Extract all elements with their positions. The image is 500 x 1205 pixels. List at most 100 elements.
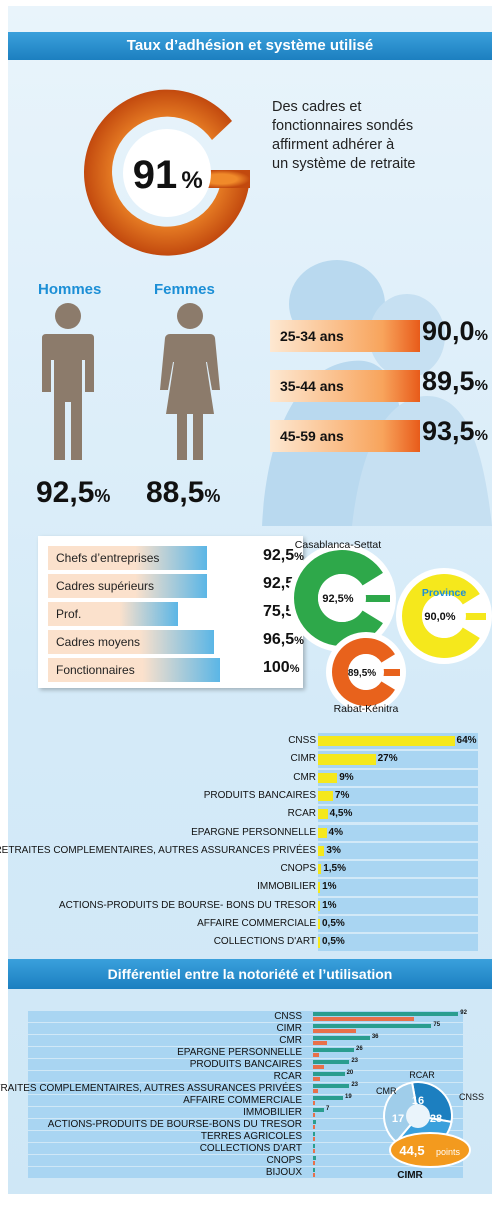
gap-pie-suffix: points <box>436 1147 461 1157</box>
differential-row-background <box>28 1059 463 1070</box>
differential-bar-usage <box>313 1101 315 1105</box>
differential-label: CNOPS <box>266 1155 302 1166</box>
differential-bar-usage <box>313 1065 325 1069</box>
system-row-background <box>318 806 478 823</box>
system-value-label: 0,5% <box>322 918 345 929</box>
differential-bar-usage <box>313 1125 315 1129</box>
profession-value: 100% <box>263 659 299 677</box>
profession-label: Chefs d’entreprises <box>48 546 207 570</box>
big-value: 91 <box>133 153 178 197</box>
region-label: Province <box>422 587 467 599</box>
infographic: Taux d’adhésion et système utilisé 91 % … <box>0 6 492 1194</box>
women-value-unit: % <box>204 486 221 506</box>
age-value-unit: % <box>474 377 488 394</box>
age-row-label: 35-44 ans <box>270 370 420 402</box>
system-row-background <box>318 769 478 786</box>
profession-label: Fonctionnaires <box>48 658 220 682</box>
system-bar <box>318 809 328 820</box>
differential-row-background <box>28 1035 463 1046</box>
gap-pie-hole <box>406 1104 430 1128</box>
differential-row-background <box>28 1167 463 1178</box>
differential-row-background <box>28 1071 463 1082</box>
women-value: 88,5% <box>146 476 220 510</box>
differential-bar-awareness <box>313 1024 432 1028</box>
system-value-label: 1% <box>322 899 337 911</box>
profession-label: Cadres supérieurs <box>48 574 207 598</box>
gap-pie-value: 16 <box>412 1095 424 1107</box>
system-row-background <box>318 787 478 805</box>
profession-value-number: 92,5 <box>263 547 295 564</box>
differential-label: RETRAITES COMPLEMENTAIRES, AUTRES ASSURA… <box>0 1083 302 1094</box>
differential-bar-awareness <box>313 1132 315 1136</box>
profession-value-number: 75,5 <box>263 603 295 620</box>
differential-bar-awareness <box>313 1096 343 1100</box>
system-bar <box>318 772 338 783</box>
region-ring-center <box>348 654 384 690</box>
age-value-unit: % <box>474 327 488 344</box>
differential-row-background <box>28 1131 463 1142</box>
intro-line: Des cadres et <box>272 99 362 115</box>
age-row-label: 45-59 ans <box>270 420 420 452</box>
regions-chart: 92,5% Casablanca-Settat 90,0% Province 89,5%… <box>288 539 492 714</box>
system-row-background <box>318 897 478 914</box>
profession-value: 92,5% <box>263 547 304 565</box>
system-value-label: 1% <box>322 881 337 893</box>
differential-row-background <box>28 1107 463 1118</box>
system-value-label: 1,5% <box>323 863 346 875</box>
differential-value-label: 75 <box>433 1022 441 1028</box>
region-value: 90,0% <box>424 611 455 623</box>
system-bar <box>318 845 325 857</box>
profession-value-unit: % <box>294 635 304 647</box>
differential-label: COLLECTIONS D'ART <box>199 1143 302 1154</box>
differential-value-label: 20 <box>346 1070 354 1076</box>
profession-label: Prof. Lib/Commerçants <box>48 602 178 645</box>
profession-value-unit: % <box>294 551 304 563</box>
differential-row-background <box>28 1083 463 1094</box>
system-label: RETRAITES COMPLEMENTAIRES, AUTRES ASSURA… <box>0 844 316 856</box>
region-ring-bar <box>452 613 486 620</box>
age-value-number: 90,0 <box>422 316 475 346</box>
system-value-label: 3% <box>326 844 341 856</box>
differential-label: CNSS <box>274 1011 302 1022</box>
gap-pie-slice <box>383 1081 420 1144</box>
adhesion-ring: 91 % <box>84 89 251 256</box>
gender-label-women: Femmes <box>154 281 215 298</box>
differential-value-label: 23 <box>351 1082 358 1088</box>
age-row-label: 25-34 ans <box>270 320 420 352</box>
differential-row-background <box>28 1095 463 1106</box>
system-bar <box>318 827 327 838</box>
differential-bar-usage <box>313 1113 315 1117</box>
men-value-number: 92,5 <box>36 476 95 509</box>
gap-pie-value: 17 <box>392 1113 404 1125</box>
region-ring <box>332 638 395 706</box>
gap-pie-label: RCAR <box>409 1070 435 1080</box>
age-row-value: 93,5% <box>422 416 488 447</box>
differential-row-background <box>28 1011 463 1022</box>
region-value: 89,5% <box>348 668 376 679</box>
differential-bar-awareness <box>313 1156 317 1160</box>
professions-panel: Chefs d’entreprises 92,5% Cadres supérieur… <box>38 536 304 688</box>
gap-pie-label: CIMR <box>397 1170 423 1181</box>
differential-row-background <box>28 1047 463 1058</box>
differential-bar-usage <box>313 1161 316 1165</box>
region-ring-center <box>318 574 366 622</box>
system-bar <box>318 736 455 747</box>
system-bar <box>318 919 320 930</box>
intro-text: Des cadres et fonctionnaires sondés affi… <box>272 98 415 174</box>
differential-value-label: 23 <box>351 1058 358 1064</box>
region-ring-center <box>422 594 466 638</box>
women-value-number: 88,5 <box>146 476 205 509</box>
big-unit: % <box>181 167 202 194</box>
region-ring <box>294 550 383 646</box>
differential-bar-usage <box>313 1077 321 1081</box>
differential-bar-awareness <box>313 1072 345 1076</box>
gap-pie-value: 28 <box>430 1113 442 1125</box>
woman-icon <box>160 303 220 460</box>
system-label: IMMOBILIER <box>257 881 316 893</box>
differential-bar-usage <box>313 1053 320 1057</box>
gap-pie-label: CMR <box>376 1086 397 1096</box>
differential-value-label: 7 <box>326 1106 330 1112</box>
system-value-label: 0,5% <box>322 936 345 948</box>
differential-value-label: 19 <box>345 1094 352 1100</box>
system-bar <box>318 882 321 893</box>
